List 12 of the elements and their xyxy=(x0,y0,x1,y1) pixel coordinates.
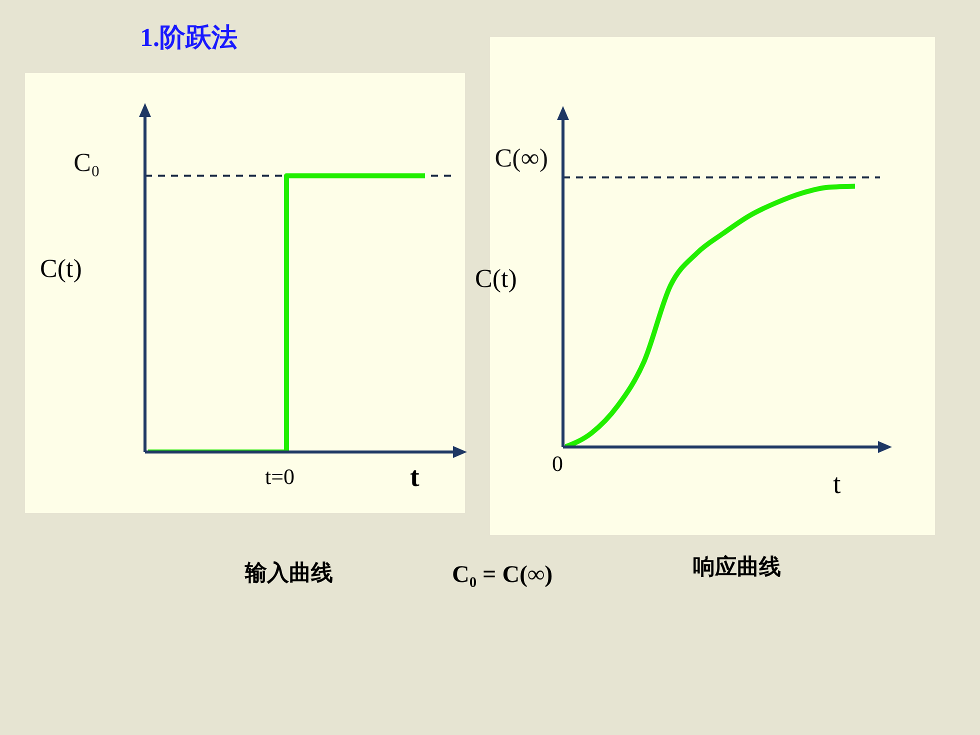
y-axis-title: C(t) xyxy=(40,254,82,284)
text: t=0 xyxy=(265,464,295,490)
x-axis-title: t xyxy=(833,469,841,501)
x-axis-title: t xyxy=(410,462,420,494)
ref-line-label: C(∞) xyxy=(494,144,548,173)
text: 0 xyxy=(552,451,563,477)
ref-line-label: C₀ xyxy=(74,148,100,177)
text: 输入曲线 xyxy=(245,560,333,588)
text: 响应曲线 xyxy=(693,554,781,582)
chart-title: 1.阶跃法 xyxy=(140,22,238,54)
y-axis-title: C(t) xyxy=(475,264,517,294)
text: C₀ = C(∞) xyxy=(452,562,553,589)
